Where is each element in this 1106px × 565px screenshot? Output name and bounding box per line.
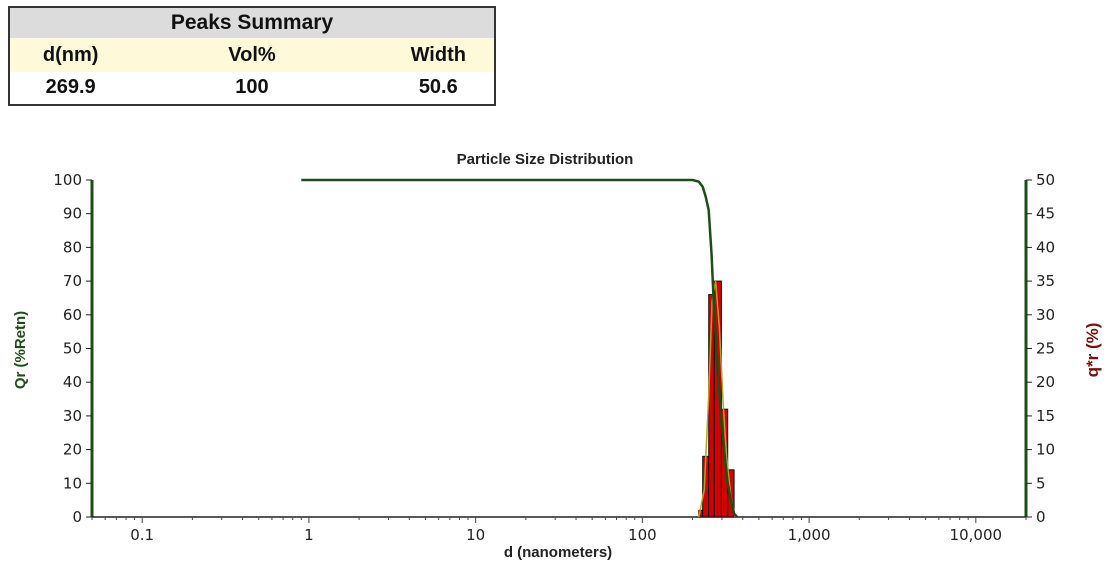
x-tick-label: 10 — [466, 526, 485, 544]
value-vol-percent: 100 — [235, 76, 269, 98]
y-left-tick-label: 10 — [63, 474, 82, 492]
peaks-summary-header: d(nm) Vol% Width — [10, 38, 494, 72]
y-left-tick-label: 30 — [63, 407, 82, 425]
y-left-tick-label: 50 — [63, 340, 82, 358]
y-left-tick-label: 70 — [63, 272, 82, 290]
y-right-tick-label: 35 — [1036, 272, 1055, 290]
y-left-tick-label: 100 — [53, 171, 82, 189]
y-right-tick-label: 40 — [1036, 238, 1055, 256]
x-tick-label: 10,000 — [950, 526, 1003, 544]
y-right-tick-label: 50 — [1036, 171, 1055, 189]
peaks-summary-row: 269.9 100 50.6 — [10, 72, 494, 104]
value-d-nm: 269.9 — [45, 76, 96, 98]
histogram-bar — [713, 280, 722, 518]
x-tick-label: 100 — [628, 526, 657, 544]
x-tick-label: 0.1 — [130, 526, 154, 544]
y-left-tick-label: 20 — [63, 441, 82, 459]
peaks-summary-title: Peaks Summary — [10, 8, 494, 38]
y-axis-label-left: Qr (%Retn) — [12, 311, 29, 389]
value-width: 50.6 — [418, 76, 458, 98]
y-left-tick-label: 60 — [63, 306, 82, 324]
peaks-summary-table: Peaks Summary d(nm) Vol% Width 269.9 100… — [8, 6, 496, 106]
y-right-tick-label: 10 — [1036, 441, 1055, 459]
plot-area: 0 10 20 30 40 50 60 70 80 90 100 0 5 10 15 20 25 30 35 40 45… — [53, 171, 1055, 544]
header-vol-percent: Vol% — [228, 44, 276, 66]
y-right-tick-label: 15 — [1036, 407, 1055, 425]
cumulative-retention-line — [301, 178, 739, 518]
y-axis-label-right: q*r (%) — [1083, 323, 1102, 378]
y-right-tick-label: 25 — [1036, 340, 1055, 358]
y-left-tick-label: 80 — [63, 238, 82, 256]
y-right-tick-label: 20 — [1036, 373, 1055, 391]
y-right-tick-label: 5 — [1036, 474, 1046, 492]
x-axis-label: d (nanometers) — [504, 544, 612, 561]
x-tick-label: 1,000 — [788, 526, 831, 544]
chart-title: Particle Size Distribution — [457, 151, 634, 168]
y-left-tick-label: 40 — [63, 373, 82, 391]
header-d-nm: d(nm) — [42, 44, 99, 66]
x-tick-label: 1 — [304, 526, 314, 544]
y-left-tick-label: 90 — [63, 205, 82, 223]
qr-density-curve — [698, 280, 736, 518]
y-right-tick-label: 30 — [1036, 306, 1055, 324]
header-width: Width — [410, 44, 466, 66]
y-left-tick-label: 0 — [72, 508, 82, 526]
y-right-tick-label: 0 — [1036, 508, 1046, 526]
y-right-tick-label: 45 — [1036, 205, 1055, 223]
